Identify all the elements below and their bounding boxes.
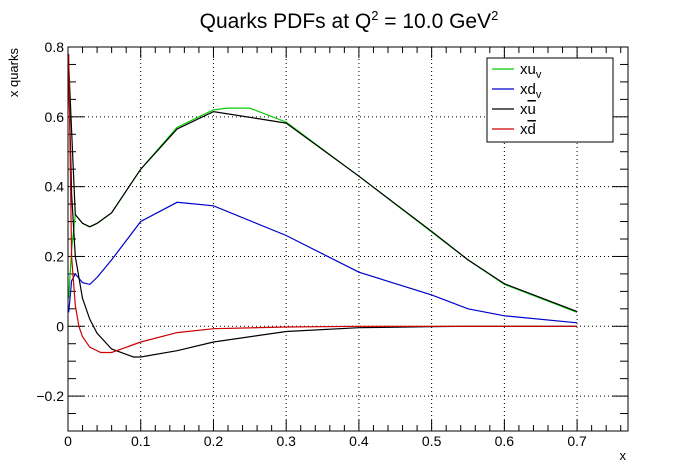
- y-tick-label: 0: [56, 318, 64, 334]
- chart-title-sup: 2: [371, 8, 378, 23]
- legend-label-prefix: x: [520, 121, 528, 138]
- legend-label-prefix: x: [520, 101, 528, 118]
- chart-title: Quarks PDFs at Q2 = 10.0 GeV2: [200, 8, 499, 33]
- x-tick-label: 0.2: [204, 433, 224, 449]
- x-tick-label: 0.6: [495, 433, 515, 449]
- series-line-xd-bar: [68, 53, 578, 354]
- legend-label-prefix: xu: [520, 61, 536, 78]
- legend-label-overlined-letter: u: [528, 101, 536, 118]
- y-tick-label: 0.8: [45, 39, 65, 55]
- y-tick-label: −0.2: [36, 388, 64, 404]
- y-tick-label: 0.4: [45, 179, 65, 195]
- x-tick-label: 0.7: [567, 433, 587, 449]
- chart-title-unit-sup: 2: [491, 8, 498, 23]
- legend-label-prefix: xd: [520, 81, 536, 98]
- chart-title-tail: = 10.0 GeV: [378, 10, 491, 33]
- legend-label-xuv: xuv: [520, 61, 542, 81]
- x-tick-label: 0.1: [131, 433, 151, 449]
- plot-frame: [67, 46, 629, 432]
- x-tick-label: 0: [64, 433, 72, 449]
- legend-label-subscript: v: [536, 89, 542, 101]
- legend-label-subscript: v: [536, 69, 542, 81]
- y-tick-label: 0.2: [45, 248, 65, 264]
- x-tick-label: 0.5: [422, 433, 442, 449]
- series-line-xu-bar-upper: [68, 64, 578, 313]
- legend-label-overlined-letter: d: [528, 121, 536, 138]
- x-tick-label: 0.4: [349, 433, 369, 449]
- legend-box: [486, 57, 614, 143]
- legend-label-xu-bar: xu: [520, 101, 536, 118]
- grid: [68, 47, 628, 431]
- legend-label-xd-bar: xd: [520, 121, 536, 138]
- x-axis-label: x: [620, 448, 627, 463]
- x-tick-label: 0.3: [276, 433, 296, 449]
- y-axis-label: x quarks: [6, 48, 21, 98]
- series-layer: [68, 53, 578, 358]
- legend-label-xdv: xdv: [520, 81, 542, 101]
- chart-title-main: Quarks PDFs at Q: [200, 10, 372, 33]
- y-tick-label: 0.6: [45, 109, 65, 125]
